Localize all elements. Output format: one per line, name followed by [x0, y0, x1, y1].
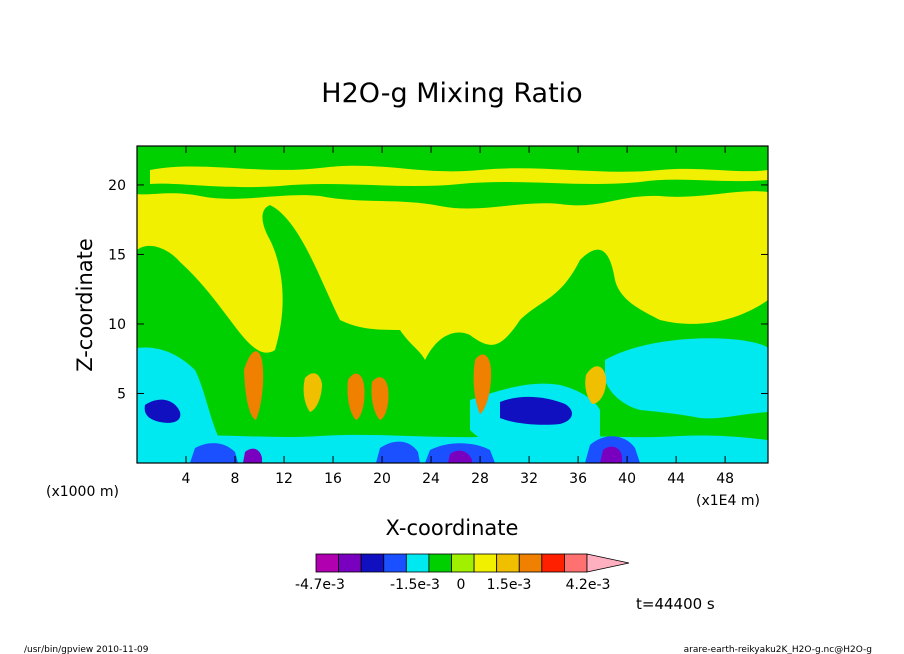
x-tick-label: 44: [667, 471, 685, 487]
colorbar-swatch: [338, 553, 362, 573]
cyan-left: [137, 347, 230, 463]
colorbar-labels: -4.7e-3 -1.5e-3 0 1.5e-3 4.2e-3: [295, 577, 610, 593]
x-tick-label: 36: [569, 471, 587, 487]
x-axis-ticks: 4 8 12 16 20 24 28 32 36 40 44 48: [182, 146, 734, 487]
x-tick-label: 40: [618, 471, 636, 487]
colorbar-swatch: [541, 553, 565, 573]
x-tick-label: 8: [231, 471, 240, 487]
purple-bottom-2: [448, 450, 472, 463]
x-tick-label: 48: [716, 471, 734, 487]
orange-plume-1: [244, 351, 264, 420]
colorbar-swatch: [360, 553, 385, 573]
heatmap-field: [137, 146, 768, 463]
colorbar: [315, 553, 630, 573]
colorbar-swatch: [383, 553, 407, 573]
orange-plume-5: [585, 366, 607, 404]
x-tick-label: 12: [275, 471, 293, 487]
colorbar-swatch: [473, 553, 498, 573]
y-axis-ticks: 5 10 15 20: [108, 178, 768, 402]
colorbar-swatch: [564, 553, 588, 573]
colorbar-swatch: [315, 553, 339, 573]
y-axis-label: Z-coordinate: [73, 238, 97, 372]
orange-plume-6: [303, 373, 322, 412]
x-tick-label: 24: [422, 471, 440, 487]
x-unit-label: (x1000 m): [46, 484, 119, 500]
colorbar-swatch: [405, 553, 430, 573]
colorbar-label: 1.5e-3: [487, 577, 532, 593]
x-tick-label: 16: [324, 471, 342, 487]
x-tick-label: 28: [471, 471, 489, 487]
x-axis-label: X-coordinate: [386, 516, 519, 540]
orange-plume-4: [473, 354, 492, 414]
blue-center: [500, 396, 572, 425]
orange-plume-2: [347, 373, 365, 420]
left-green-region: [137, 205, 768, 463]
y-tick-label: 20: [108, 178, 126, 194]
orange-plume-3: [371, 377, 389, 420]
chart-title: H2O-g Mixing Ratio: [321, 78, 582, 109]
y-tick-label: 15: [108, 247, 126, 263]
x-tick-label: 20: [373, 471, 391, 487]
plot-frame: [136, 145, 769, 464]
y-tick-label: 10: [108, 317, 126, 333]
colorbar-swatch: [518, 553, 543, 573]
colorbar-swatch: [451, 553, 475, 573]
x-tick-label: 32: [520, 471, 538, 487]
colorbar-label: 4.2e-3: [566, 577, 611, 593]
colorbar-extend-arrow: [586, 553, 630, 573]
blue-left: [144, 399, 181, 423]
blue-bottom-1: [190, 443, 238, 463]
footer-right: arare-earth-reikyaku2K_H2O-g.nc@H2O-g: [684, 645, 872, 654]
y-unit-label: (x1E4 m): [696, 493, 760, 509]
upper-yellow-streak: [150, 165, 768, 188]
colorbar-label: -1.5e-3: [390, 577, 440, 593]
y-tick-label: 5: [117, 386, 126, 402]
purple-bottom-3: [600, 446, 622, 463]
colorbar-label: -4.7e-3: [295, 577, 345, 593]
colorbar-swatch: [428, 553, 452, 573]
cyan-right: [605, 338, 768, 419]
blue-bottom-2: [376, 441, 420, 463]
x-tick-label: 4: [182, 471, 191, 487]
footer-left: /usr/bin/gpview 2010-11-09: [24, 645, 149, 654]
colorbar-swatch: [496, 553, 520, 573]
time-label: t=44400 s: [636, 595, 715, 613]
purple-bottom-1: [243, 448, 262, 463]
colorbar-label: 0: [457, 577, 466, 593]
